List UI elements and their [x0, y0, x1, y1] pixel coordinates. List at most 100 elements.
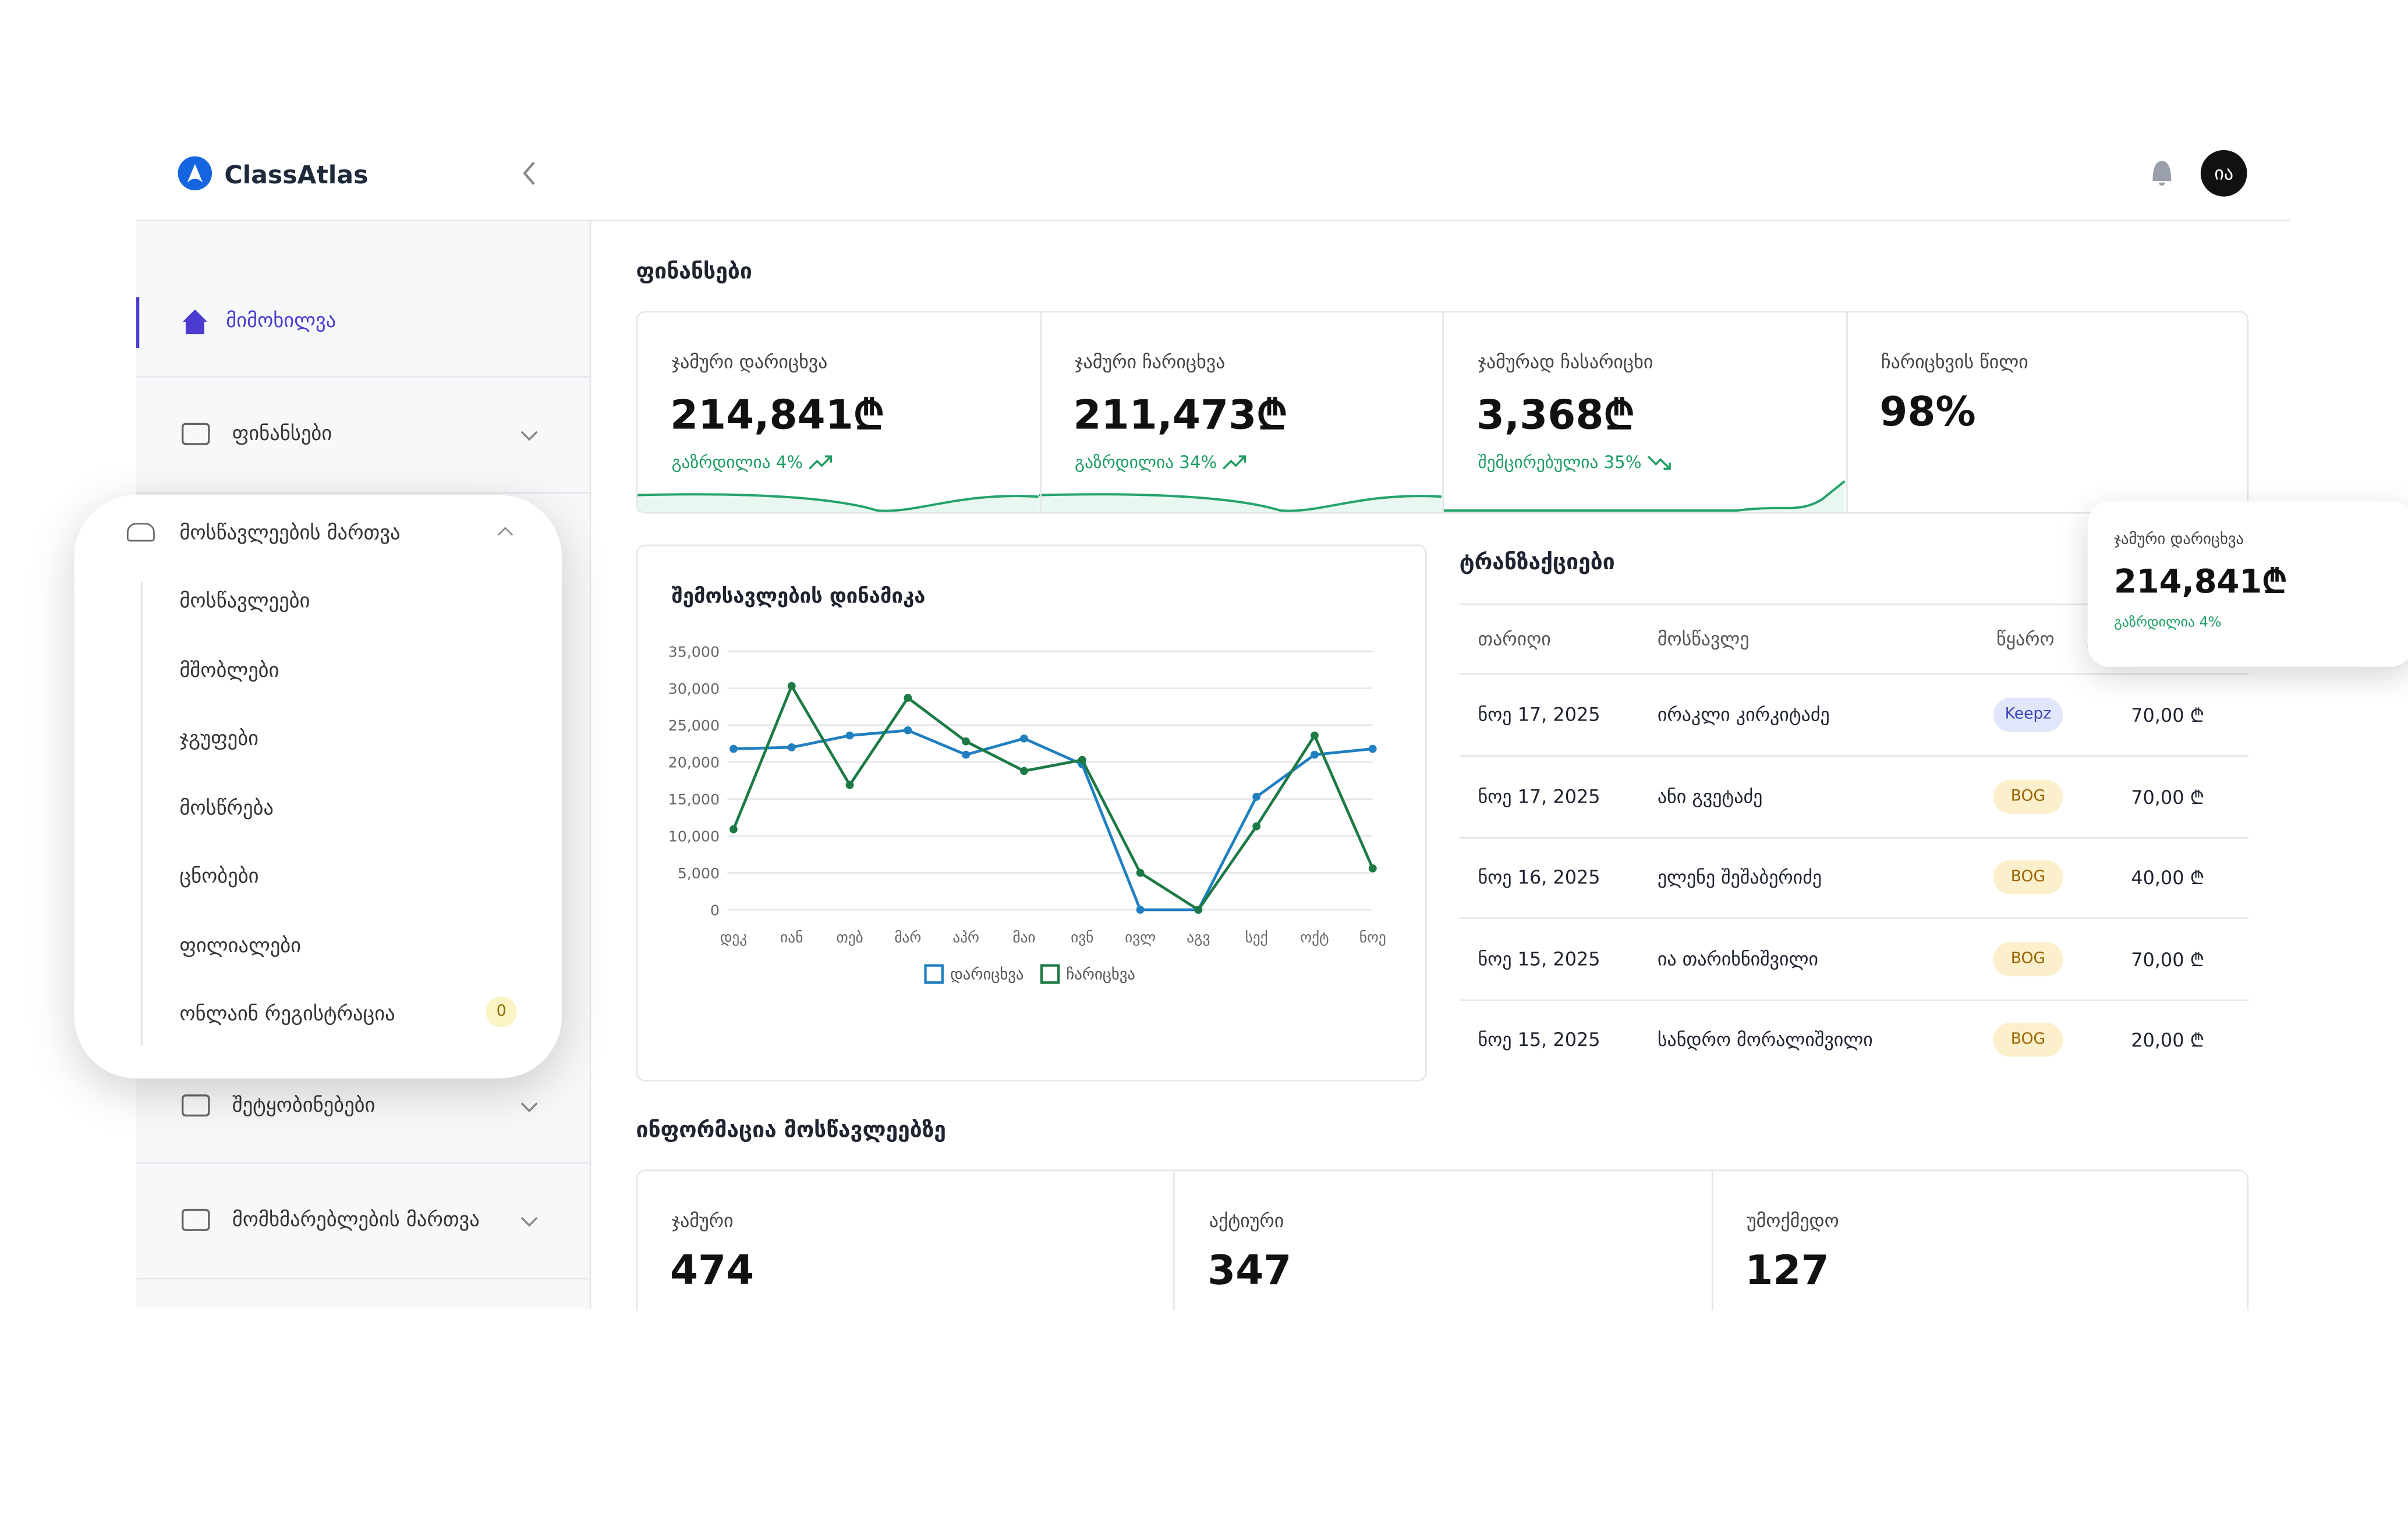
data-point — [1368, 864, 1377, 873]
cell-date: ნოე 15, 2025 — [1478, 1029, 1600, 1051]
cell-date: ნოე 17, 2025 — [1478, 704, 1600, 726]
submenu-item[interactable]: ჯგუფები — [179, 728, 259, 751]
cell-date: ნოე 16, 2025 — [1478, 867, 1600, 889]
submenu-item[interactable]: ონლაინ რეგისტრაცია — [179, 1003, 395, 1027]
x-tick-label: ნოე — [1359, 929, 1386, 946]
cell-amount: 20,00 ₾ — [2131, 1030, 2205, 1052]
nav-item[interactable]: ფინანსები — [232, 423, 332, 446]
x-tick-label: აპრ — [952, 929, 979, 946]
y-tick-label: 35,000 — [668, 643, 720, 660]
chevron-up — [497, 527, 514, 542]
legend-swatch — [924, 964, 944, 984]
source-text: BOG — [2010, 1031, 2046, 1049]
card-value: 214,841₾ — [670, 393, 885, 439]
data-point — [1368, 744, 1377, 753]
cell-amount: 40,00 ₾ — [2131, 867, 2205, 889]
cell-date: ნოე 17, 2025 — [1478, 785, 1600, 807]
x-tick-label: თებ — [836, 929, 863, 946]
card-change: შემცირებულია 35% — [1478, 452, 1642, 473]
sparkline-area — [1039, 494, 1442, 512]
y-tick-label: 10,000 — [668, 828, 720, 845]
bell-icon — [2152, 161, 2172, 186]
nav-icon — [181, 1094, 210, 1117]
submenu-item[interactable]: მშობლები — [179, 659, 279, 683]
brand: ClassAtlas — [224, 160, 369, 190]
nav-icon — [181, 1208, 210, 1231]
source-text: BOG — [2010, 869, 2046, 886]
card-label: ჯამური დარიცხვა — [671, 351, 828, 373]
trend-icon — [808, 455, 833, 470]
data-point — [1020, 767, 1028, 775]
data-point — [787, 682, 796, 690]
source-text: BOG — [2010, 950, 2046, 968]
avatar — [2200, 150, 2247, 197]
card-label: ჩარიცხვის წილი — [1881, 351, 2028, 373]
expanded-menu: მოსწავლეების მართვა მოსწავლეები მშობლები ჯგ… — [74, 495, 562, 1079]
submenu-item[interactable]: მოსწრება — [179, 796, 274, 820]
popup-value: 214,841₾ — [2113, 563, 2287, 601]
submenu-item[interactable]: მოსწავლეები — [179, 590, 310, 613]
table-divider — [1459, 603, 2249, 605]
card-value: 211,473₾ — [1073, 393, 1288, 439]
data-point — [845, 781, 854, 789]
sparkline-area — [1442, 481, 1845, 512]
nav-item[interactable]: მიმოხილვა — [226, 310, 337, 334]
section-title: ინფორმაცია მოსწავლეებზე — [636, 1118, 946, 1144]
active-bar — [136, 297, 140, 349]
submenu-item[interactable]: ცნობები — [179, 866, 259, 889]
cell-student: ელენე შეშაბერიძე — [1657, 867, 1822, 889]
chart-card — [636, 544, 1427, 1082]
source-badge: BOG — [1993, 942, 2063, 976]
table-header: წყარო — [1996, 628, 2055, 650]
trend-icon — [1647, 455, 1671, 470]
table-divider — [1459, 673, 2249, 675]
data-point — [962, 737, 971, 746]
data-point — [1078, 756, 1086, 764]
divider — [136, 375, 590, 378]
popup-label: ჯამური დარიცხვა — [2113, 531, 2244, 549]
y-tick-label: 15,000 — [668, 791, 720, 808]
card-divider — [1173, 1169, 1175, 1340]
section-title: ფინანსები — [636, 260, 752, 285]
card-change: გაზრდილია 34% — [1075, 452, 1217, 473]
divider — [136, 492, 590, 494]
card-divider — [1711, 1169, 1713, 1340]
x-tick-label: ივლ — [1125, 929, 1156, 946]
y-tick-label: 25,000 — [668, 717, 720, 734]
sparkline-area — [636, 494, 1039, 512]
cell-amount: 70,00 ₾ — [2131, 949, 2205, 971]
sparkline — [636, 493, 1039, 512]
source-badge: Keepz — [1993, 697, 2063, 732]
cell-student: ანი გვეტაძე — [1657, 785, 1763, 807]
chevron — [520, 1217, 538, 1227]
y-tick-label: 20,000 — [668, 754, 720, 771]
data-point — [1311, 750, 1319, 759]
data-point — [787, 743, 796, 751]
data-point — [1252, 822, 1261, 831]
nav-item[interactable]: მოსწავლეების მართვა — [179, 522, 401, 545]
y-tick-label: 30,000 — [668, 680, 720, 697]
collapse-icon — [523, 161, 535, 185]
row-divider — [1459, 836, 2249, 838]
y-tick-label: 0 — [710, 902, 720, 919]
divider — [136, 1278, 590, 1280]
data-point — [1136, 906, 1145, 914]
data-point — [962, 750, 971, 759]
x-tick-label: დეკ — [720, 929, 747, 946]
x-tick-label: მარ — [894, 929, 921, 946]
source-badge: BOG — [1993, 779, 2063, 814]
avatar-text[interactable]: ია — [2214, 162, 2234, 185]
card-label: ჯამურად ჩასარიცხი — [1478, 351, 1653, 373]
legend-label: ჩარიცხვა — [1066, 966, 1135, 984]
row-divider — [1459, 917, 2249, 920]
series-line — [733, 729, 1373, 912]
chart-title: შემოსავლების დინამიკა — [671, 586, 926, 609]
nav-item[interactable]: შეტყობინებები — [232, 1094, 376, 1118]
submenu-item[interactable]: ფილიალები — [179, 934, 302, 958]
info-label: უმოქმედო — [1746, 1210, 1839, 1232]
section-title: ტრანზაქციები — [1459, 551, 1615, 576]
nav-item[interactable]: მომხმარებლების მართვა — [232, 1209, 480, 1233]
